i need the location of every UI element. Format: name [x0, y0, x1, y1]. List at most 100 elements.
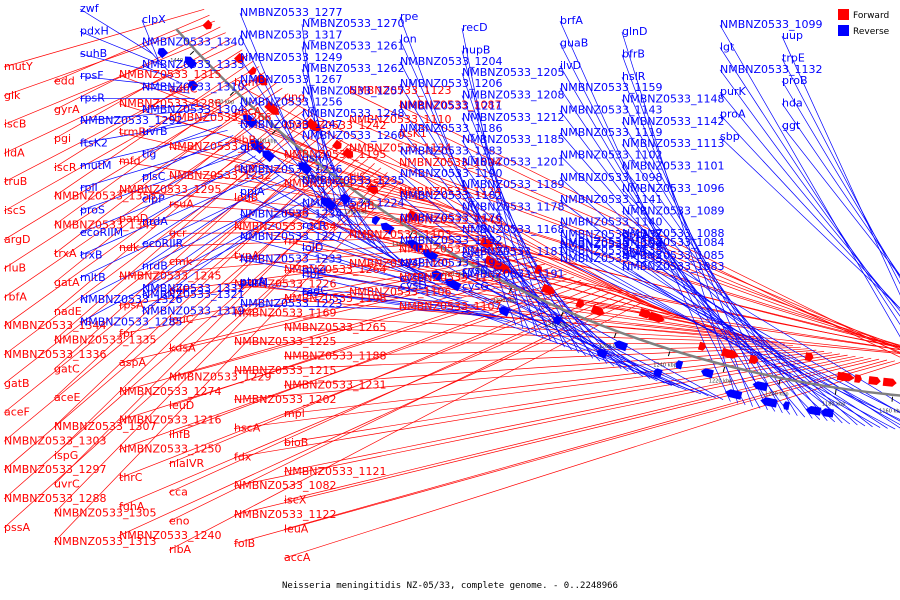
reverse-gene-label: NMBNZ0533_1142 [622, 115, 725, 128]
forward-gene-label-link [3, 158, 369, 471]
reverse-gene-label-link [461, 140, 594, 359]
kbp-tick [409, 231, 413, 237]
kbp-tick-label: 1240 kbp [653, 363, 677, 369]
reverse-gene-arrow [675, 360, 684, 370]
forward-gene-label: pgi [54, 132, 71, 145]
reverse-gene-label: NMBNZ0533_1138 [560, 244, 663, 257]
reverse-gene-label-link [141, 165, 268, 245]
forward-gene-label: NMBNZ0533_1252 [169, 169, 272, 182]
kbp-tick-label: 1400 kbp [253, 138, 277, 144]
reverse-gene-arrow [371, 215, 381, 226]
forward-gene-label: ung [284, 90, 305, 103]
forward-gene-label-link [283, 362, 900, 559]
kbp-tick [361, 200, 366, 206]
gene-labels: mutY edd glk gyrA iscB pgi lldA iscR truB NMBNZ05… [4, 2, 823, 564]
forward-gene-label: nlaIVR [169, 457, 205, 470]
forward-gene-label: NMBNZ0533_1286 [119, 97, 222, 110]
forward-gene-label: NMBNZ0533_1134 [349, 142, 452, 155]
forward-gene-label: folB [234, 537, 255, 550]
kbp-tick [560, 311, 564, 317]
reverse-gene-label-link [719, 114, 900, 309]
reverse-gene-label-link [781, 103, 900, 276]
forward-gene-arrow [648, 311, 665, 323]
kbp-tick [508, 287, 513, 293]
reverse-gene-label: proA [720, 108, 746, 121]
forward-gene-label: NMBNZ0533_1153 [399, 271, 502, 284]
reverse-gene-label: NMBNZ0533_1248 [302, 107, 405, 120]
forward-gene-label: thrC [119, 471, 143, 484]
reverse-gene-label: NMBNZ0533_1235 [302, 174, 405, 187]
reverse-gene-label: NMBNZ0533_1192 [400, 234, 503, 247]
kbp-tick-label: 1200 kbp [765, 391, 789, 397]
reverse-gene-label: NMBNZ0533_1137 [560, 228, 663, 241]
reverse-gene-label: uup [782, 29, 803, 42]
reverse-gene-label-link [79, 170, 274, 256]
forward-gene-label: leuC [169, 313, 194, 326]
reverse-gene-label: NMBNZ0533_1088 [622, 227, 725, 240]
reverse-gene-label-link [621, 32, 739, 404]
reverse-gene-label-link [79, 8, 154, 55]
reverse-gene-label-link [781, 36, 900, 296]
forward-gene-arrow [366, 183, 379, 195]
forward-gene-label-link [118, 256, 531, 335]
reverse-gene-label: nrdA [142, 215, 168, 228]
reverse-gene-label: NMBNZ0533_1143 [560, 104, 663, 117]
reverse-gene-label-link [141, 184, 292, 290]
reverse-gene-label: NMBNZ0533_1212 [462, 111, 565, 124]
reverse-gene-label-link [781, 125, 900, 277]
forward-gene-arrow [534, 264, 542, 275]
forward-gene-label: iscX [284, 494, 307, 507]
forward-gene-label: NMBNZ0533_1145 [399, 214, 502, 227]
forward-gene-label: ndk [119, 241, 140, 254]
reverse-gene-label: NMBNZ0533_1234 [240, 208, 343, 221]
forward-gene-label-link [53, 71, 266, 226]
reverse-gene-label: proS [80, 204, 105, 217]
reverse-gene-label: ecoRIIM [80, 226, 123, 239]
reverse-gene-arrow [157, 47, 169, 59]
reverse-gene-label-link [79, 75, 185, 89]
reverse-gene-label: ggt [782, 119, 801, 132]
forward-gene-label-link [233, 313, 770, 342]
reverse-gene-label: opcA [622, 228, 650, 241]
forward-gene-label: NMBNZ0533_1215 [234, 364, 337, 377]
reverse-gene-arrow [596, 348, 608, 359]
forward-gene-label: NMBNZ0533_1110 [349, 113, 452, 126]
reverse-gene-label: uvrB [142, 125, 168, 138]
reverse-gene-label: radC [302, 284, 328, 297]
forward-gene-arrow [804, 352, 814, 362]
reverse-gene-label-link [559, 242, 900, 413]
reverse-gene-label: NMBNZ0533_1148 [622, 92, 725, 105]
reverse-gene-label-link [621, 166, 828, 422]
reverse-gene-label-link [141, 103, 201, 111]
reverse-gene-label: NMBNZ0533_1304 [142, 103, 245, 116]
forward-gene-label-link [233, 358, 880, 516]
reverse-gene-label: NMBNZ0533_1277 [240, 6, 343, 19]
reverse-gene-arrow [250, 140, 266, 154]
forward-gene-label: nadE [54, 305, 82, 318]
kbp-tick-label: 1380 kbp [298, 175, 322, 181]
forward-gene-label: rpsA [119, 298, 144, 311]
forward-gene-label: gyrA [54, 103, 80, 116]
forward-gene-label: cmk [169, 255, 193, 268]
forward-gene-label: NMBNZ0533_1105 [349, 257, 452, 270]
forward-gene-label-link [168, 238, 496, 263]
reverse-gene-label-link [559, 234, 900, 426]
reverse-gene-arrow [613, 340, 628, 352]
reverse-gene-label-link [301, 180, 416, 272]
forward-gene-label: hscA [234, 422, 261, 435]
forward-gene-arrow [541, 283, 556, 295]
reverse-gene-label: NMBNZ0533_1132 [720, 63, 823, 76]
kbp-tick [722, 366, 726, 372]
forward-gene-label: NMBNZ0533_1336 [4, 348, 107, 361]
reverse-gene-label: NMBNZ0533_1340 [142, 36, 245, 49]
kbp-tick [667, 351, 671, 357]
forward-gene-label: NMBNZ0533_1121 [284, 465, 387, 478]
kbp-tick-label: 1440 kbp [170, 58, 194, 64]
reverse-gene-label: cysG [462, 280, 489, 293]
reverse-gene-label: clpP [142, 192, 165, 205]
reverse-gene-label: mod [302, 264, 326, 277]
forward-gene-label: aceF [4, 406, 30, 419]
forward-gene-label: NMBNZ0533_1231 [284, 378, 387, 391]
reverse-gene-label: plsC [142, 170, 166, 183]
reverse-gene-label: glyA [622, 244, 647, 257]
